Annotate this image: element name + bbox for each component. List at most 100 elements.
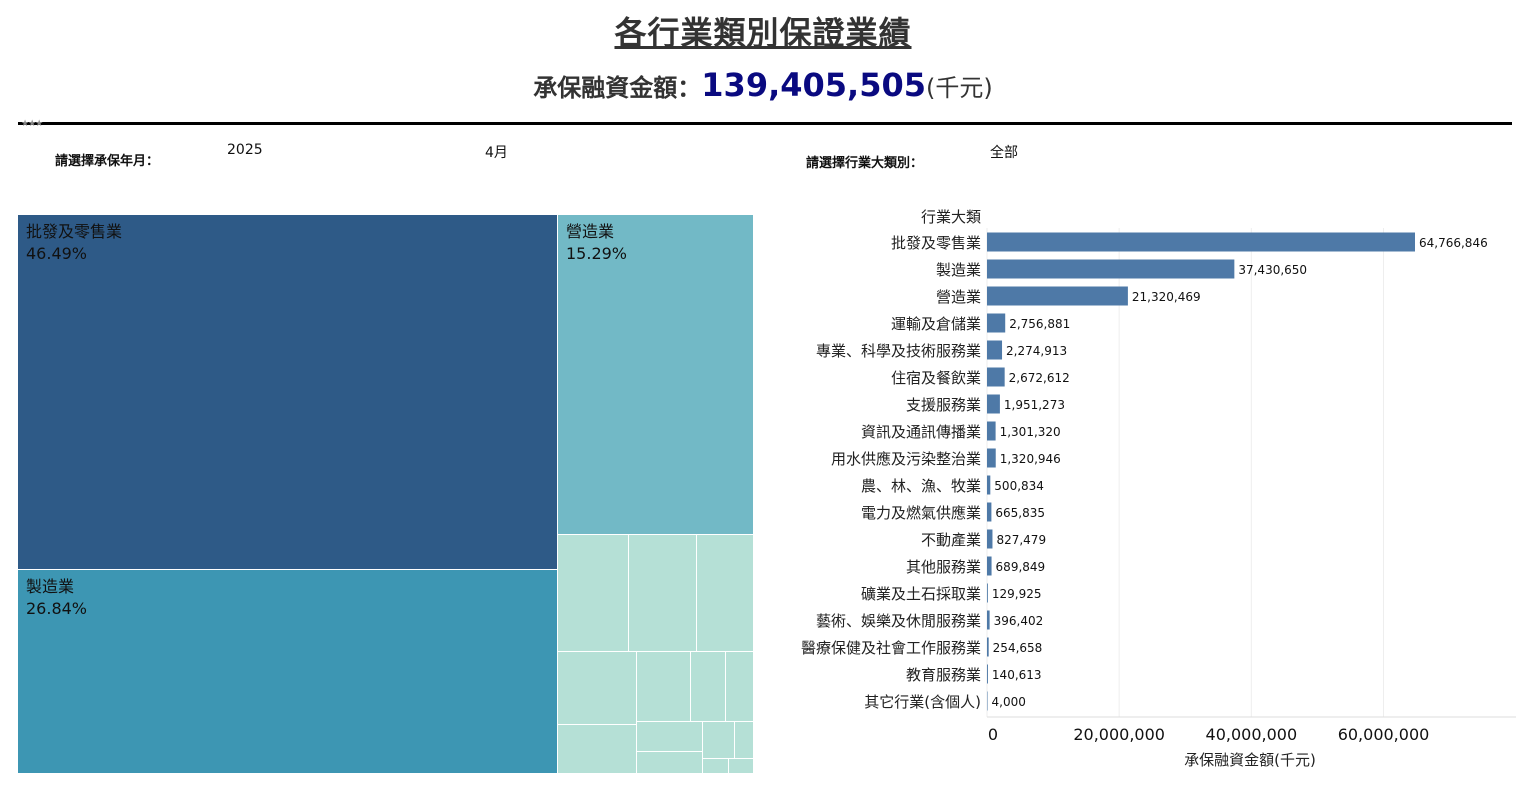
treemap-tile-small[interactable] [728,758,754,774]
treemap-tile[interactable]: 營造業 15.29% [557,214,754,535]
category-label: 電力及燃氣供應業 [861,504,981,522]
bar-value-label: 4,000 [992,695,1026,709]
bar-value-label: 2,672,612 [1009,371,1070,385]
bar [987,475,991,495]
bar-value-label: 396,402 [994,614,1044,628]
bar-value-label: 500,834 [994,479,1044,493]
x-tick-label: 20,000,000 [1073,725,1165,744]
bar-value-label: 665,835 [995,506,1045,520]
treemap-tile-small[interactable] [696,534,754,652]
treemap-tile-label: 營造業 15.29% [566,221,627,265]
bar-value-label: 1,301,320 [1000,425,1061,439]
industry-select[interactable]: 全部 [990,145,1018,161]
category-label: 教育服務業 [906,666,981,684]
treemap-tile-name: 營造業 [566,222,615,241]
category-label: 專業、科學及技術服務業 [816,342,981,360]
total-amount-value: 139,405,505 [701,66,926,104]
bar-value-label: 1,951,273 [1004,398,1065,412]
x-tick-label: 60,000,000 [1338,725,1430,744]
bar [987,529,993,549]
bar-value-label: 254,658 [993,641,1043,655]
bar [987,583,988,603]
bar-value-label: 129,925 [992,587,1042,601]
treemap-tile-label: 製造業 26.84% [26,576,87,620]
treemap-tile-small[interactable] [557,651,637,725]
x-axis-title: 承保融資金額(千元) [1184,751,1316,769]
bar [987,286,1128,306]
category-label: 不動產業 [921,531,981,549]
treemap-tile-name: 批發及零售業 [26,222,123,241]
total-amount-unit: (千元) [925,74,993,102]
bar [987,448,996,468]
category-label: 用水供應及污染整治業 [831,450,981,468]
bar-value-label: 827,479 [996,533,1046,547]
treemap-tile-label: 批發及零售業 46.49% [26,221,122,265]
x-tick-label: 40,000,000 [1206,725,1298,744]
industry-filter-label: 請選擇行業大類別： [806,156,924,171]
category-label: 批發及零售業 [891,234,981,252]
category-label: 其它行業(含個人) [864,693,981,711]
treemap-tile-small[interactable] [557,724,637,774]
bar-value-label: 140,613 [992,668,1042,682]
treemap-tile[interactable]: 製造業 26.84% [17,569,558,774]
treemap-tile-small[interactable] [734,721,754,759]
bar [987,502,992,522]
bar [987,259,1235,279]
x-tick-label: 0 [988,725,998,744]
treemap-tile-small[interactable] [702,721,735,759]
treemap-tile[interactable]: 批發及零售業 46.49% [17,214,558,570]
category-label: 農、林、漁、牧業 [861,477,981,495]
category-label: 醫療保健及社會工作服務業 [801,639,981,657]
treemap-tile-percent: 15.29% [566,244,628,263]
bar [987,340,1003,360]
category-label: 資訊及通訊傳播業 [861,423,981,441]
bar [987,313,1006,333]
bar [987,664,988,684]
bar [987,394,1000,414]
treemap-tile-small[interactable] [702,758,729,774]
treemap-tile-small[interactable] [636,721,703,752]
rating-stars: ★★★ [21,119,43,129]
treemap-tile-small[interactable] [725,651,754,722]
treemap-tile-name: 製造業 [26,577,75,596]
category-label: 支援服務業 [906,396,981,414]
category-label: 營造業 [936,288,981,306]
total-amount: 承保融資金額：139,405,505(千元) [0,66,1526,104]
bar-value-label: 2,274,913 [1006,344,1067,358]
bar [987,610,990,630]
header-divider [18,122,1512,125]
year-select[interactable]: 2025 [227,142,263,158]
treemap-tile-small[interactable] [636,651,691,722]
bar-value-label: 689,849 [996,560,1046,574]
month-select[interactable]: 4月 [485,145,508,161]
total-amount-label: 承保融資金額： [533,74,702,102]
bar-value-label: 2,756,881 [1009,317,1070,331]
bar [987,421,996,441]
bar [987,232,1415,252]
category-label: 其他服務業 [906,558,981,576]
bar-value-label: 37,430,650 [1238,263,1307,277]
year-month-filter-label: 請選擇承保年月： [55,154,160,169]
category-label: 製造業 [936,261,981,279]
treemap-tile-small[interactable] [628,534,697,652]
bar [987,367,1005,387]
treemap-tile-small[interactable] [557,534,629,652]
bar-value-label: 64,766,846 [1419,236,1488,250]
bar-value-label: 1,320,946 [1000,452,1061,466]
bar [987,556,992,576]
category-label: 礦業及土石採取業 [861,585,981,603]
category-label: 藝術、娛樂及休閒服務業 [816,612,981,630]
treemap-tile-small[interactable] [636,751,703,774]
bar-value-label: 21,320,469 [1132,290,1201,304]
category-label: 住宿及餐飲業 [891,369,981,387]
bar [987,691,988,711]
page-title: 各行業類別保證業績 [614,14,912,52]
treemap-tile-small[interactable] [690,651,726,722]
bar [987,637,989,657]
category-header: 行業大類 [921,208,981,226]
treemap-tile-percent: 46.49% [26,244,88,263]
treemap-tile-percent: 26.84% [26,599,88,618]
category-label: 運輸及倉儲業 [891,315,981,333]
